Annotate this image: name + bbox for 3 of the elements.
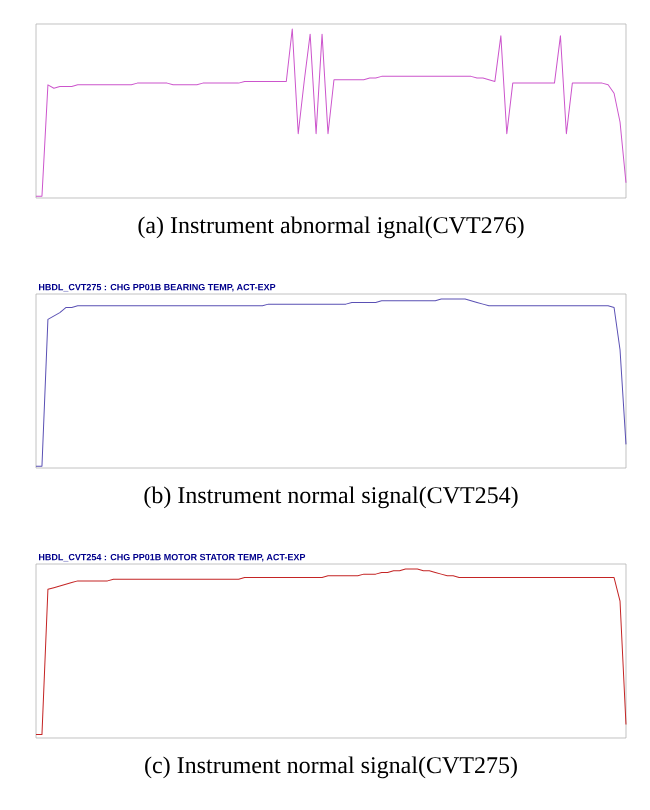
text: (a) Instrument abnormal ignal(CVT276) bbox=[138, 216, 524, 239]
text: (b) Instrument normal signal(CVT254) bbox=[144, 486, 518, 509]
text: (c) Instrument normal signal(CVT275) bbox=[145, 756, 517, 779]
